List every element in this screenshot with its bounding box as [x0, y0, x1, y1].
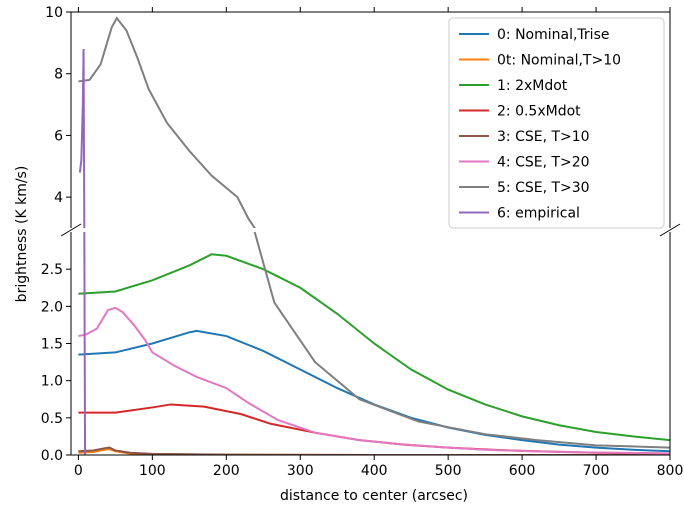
series-line [83, 232, 87, 455]
y-tick-label: 4 [54, 190, 63, 206]
y-tick-label: 0.0 [41, 448, 63, 464]
x-tick-label: 800 [657, 463, 684, 479]
y-tick-label: 10 [45, 5, 63, 21]
series-line [78, 317, 670, 320]
series-line [78, 300, 670, 320]
legend-label: 2: 0.5xMdot [497, 104, 581, 120]
series-line [78, 329, 670, 453]
series-line [78, 446, 670, 455]
x-tick-label: 600 [509, 463, 536, 479]
y-tick-label: 2.0 [41, 299, 63, 315]
series-line [78, 49, 86, 228]
x-tick-label: 0 [74, 463, 83, 479]
y-tick-label: 1.5 [41, 337, 63, 353]
legend-label: 3: CSE, T>10 [497, 129, 590, 145]
x-axis-label: distance to center (arcsec) [280, 488, 468, 504]
x-tick-label: 300 [287, 463, 314, 479]
x-tick-label: 700 [583, 463, 610, 479]
y-tick-label: 8 [54, 67, 63, 83]
series-line [78, 259, 670, 319]
legend-label: 4: CSE, T>20 [497, 155, 590, 171]
x-tick-label: 400 [361, 463, 388, 479]
series-line [78, 269, 670, 319]
series-line [253, 232, 670, 449]
y-tick-label: 2.5 [41, 262, 63, 278]
legend-box [448, 17, 665, 229]
y-tick-label: 0.5 [41, 411, 63, 427]
series-line [78, 16, 256, 228]
y-axis-label: brightness (K km/s) [14, 166, 30, 303]
legend-label: 0: Nominal,Trise [497, 27, 609, 43]
x-tick-label: 200 [213, 463, 240, 479]
series-line [78, 318, 670, 320]
x-tick-label: 500 [435, 463, 462, 479]
legend-label: 1: 2xMdot [497, 78, 568, 94]
axis-break [60, 223, 82, 237]
x-tick-label: 100 [139, 463, 166, 479]
legend-label: 5: CSE, T>30 [497, 180, 590, 196]
legend-label: 0t: Nominal,T>10 [497, 53, 621, 69]
series-line [78, 306, 670, 455]
series-line [78, 237, 670, 314]
y-tick-label: 6 [54, 128, 63, 144]
plot-area [78, 16, 670, 320]
y-tick-label: 1.0 [41, 374, 63, 390]
legend-label: 6: empirical [497, 206, 580, 222]
plot-area [78, 232, 670, 455]
axis-break [659, 223, 681, 237]
series-line [78, 253, 670, 442]
